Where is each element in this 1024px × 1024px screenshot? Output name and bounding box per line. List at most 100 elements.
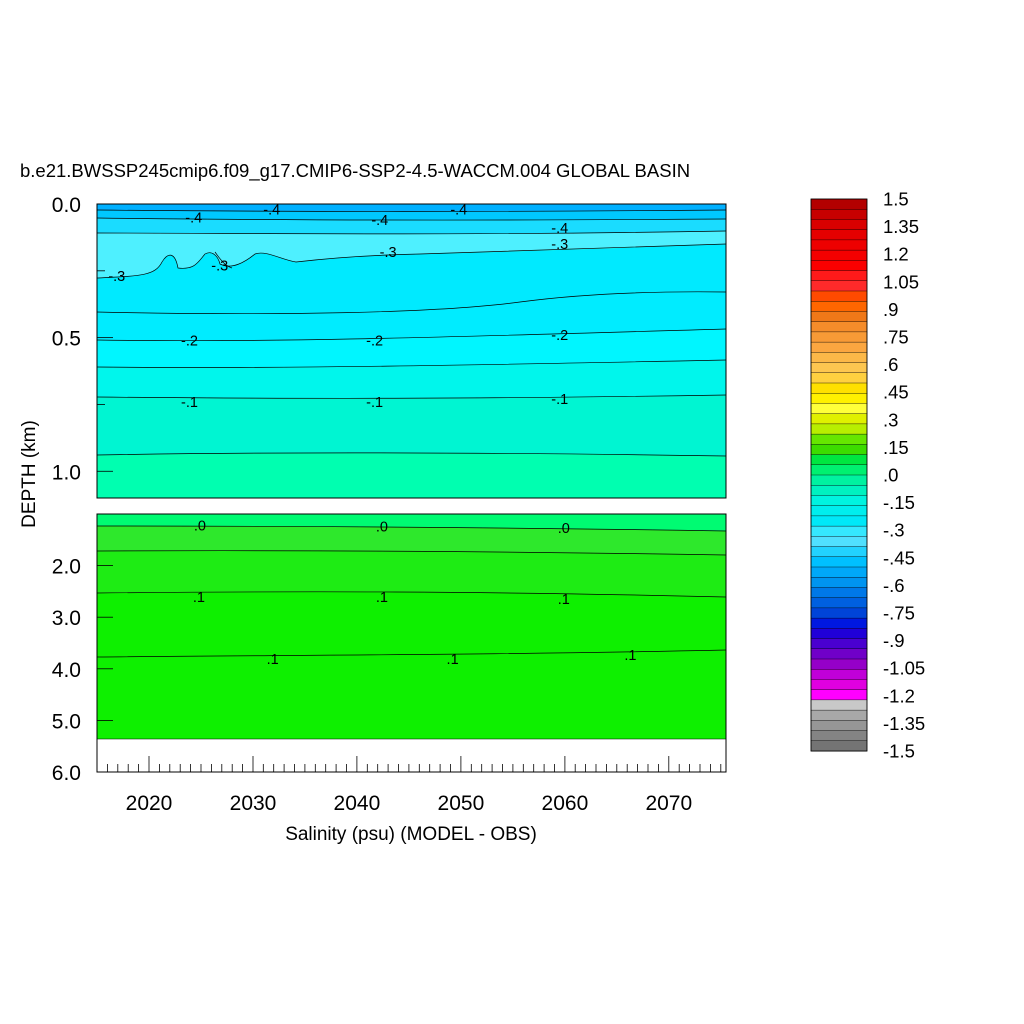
lower-contour-label-2: .0 [558, 521, 570, 537]
colorbar-label-19: -1.35 [883, 713, 925, 734]
colorbar-frame [810, 198, 868, 752]
upper-contour-label-9: -.2 [181, 333, 198, 349]
upper-contour-label-14: -.1 [551, 392, 568, 408]
y-lower-tick-label-0: 2.0 [52, 556, 81, 579]
colorbar-segment [810, 331, 868, 343]
colorbar-segment [810, 495, 868, 507]
y-upper-tick-label-0: 0.0 [52, 194, 81, 217]
colorbar-label-20: -1.5 [883, 741, 915, 762]
colorbar-segment [810, 679, 868, 691]
colorbar-label-17: -1.05 [883, 658, 925, 679]
colorbar-segment [810, 301, 868, 312]
colorbar-segment [810, 556, 868, 568]
colorbar-segment [810, 464, 868, 476]
colorbar-segment [810, 669, 868, 680]
colorbar-segment [810, 720, 868, 732]
upper-contour-label-4: -.4 [551, 221, 568, 237]
lower-contour-label-6: .1 [267, 652, 279, 668]
lower-contour-label-5: .1 [558, 592, 570, 608]
colorbar-label-9: .15 [883, 437, 909, 458]
upper-panel-frame [96, 203, 727, 499]
colorbar-segment [810, 290, 868, 302]
upper-contour-label-10: -.2 [366, 333, 383, 349]
colorbar-label-15: -.75 [883, 603, 915, 624]
colorbar-segment [810, 403, 868, 415]
colorbar-label-7: .45 [883, 382, 909, 403]
colorbar-segment [810, 362, 868, 374]
colorbar-segment [810, 372, 868, 384]
colorbar-segment [810, 311, 868, 323]
colorbar-segment [810, 515, 868, 527]
colorbar-label-14: -.6 [883, 575, 905, 596]
x-axis-label: Salinity (psu) (MODEL - OBS) [285, 824, 537, 845]
upper-contour-label-1: -.4 [263, 202, 280, 218]
x-tick-label-2070: 2070 [645, 792, 692, 815]
colorbar-segment [810, 393, 868, 404]
lower-panel-fill [97, 514, 726, 772]
upper-contour-label-8: -.3 [108, 269, 125, 285]
colorbar-segment [810, 628, 868, 640]
lower-contour-label-1: .0 [376, 519, 388, 535]
colorbar-label-8: .3 [883, 409, 898, 430]
colorbar-segment [810, 740, 868, 752]
colorbar-label-10: .0 [883, 465, 898, 486]
colorbar-segment [810, 709, 868, 721]
upper-contour-label-3: -.4 [450, 202, 467, 218]
upper-contour-label-13: -.1 [366, 395, 383, 411]
y-lower-tick-label-1: 3.0 [52, 607, 81, 630]
colorbar-label-11: -.15 [883, 492, 915, 513]
lower-contour-label-7: .1 [447, 652, 459, 668]
colorbar-segment [810, 474, 868, 486]
colorbar-segment [810, 413, 868, 425]
colorbar-segment [810, 198, 868, 210]
lower-contour-label-8: .1 [624, 648, 636, 664]
colorbar: 1.5 1.35 1.2 1.05 .9 .75 .6 .45 .3 .15 .0 -.15 -.3 -.… [810, 189, 925, 762]
y-lower-tick-label-3: 5.0 [52, 710, 81, 733]
y-upper-tick-label-1: 0.5 [52, 328, 81, 351]
colorbar-segment [810, 617, 868, 629]
colorbar-label-1: 1.35 [883, 216, 919, 237]
colorbar-segment [810, 270, 868, 282]
colorbar-segment [810, 209, 868, 220]
colorbar-segment [810, 658, 868, 670]
upper-contour-label-7: -.3 [211, 259, 228, 275]
colorbar-segment [810, 423, 868, 435]
x-tick-label-2020: 2020 [126, 792, 173, 815]
colorbar-segment [810, 444, 868, 456]
colorbar-segment [810, 525, 868, 537]
colorbar-segment [810, 546, 868, 558]
lower-contour-label-0: .0 [194, 518, 206, 534]
colorbar-segment [810, 587, 868, 599]
colorbar-segment [810, 454, 868, 466]
colorbar-label-12: -.3 [883, 520, 905, 541]
colorbar-segment [810, 382, 868, 394]
y-upper-tick-label-2: 1.0 [52, 461, 81, 484]
colorbar-segment [810, 352, 868, 364]
colorbar-segment [810, 577, 868, 588]
x-tick-label-2050: 2050 [438, 792, 485, 815]
colorbar-segment [810, 505, 868, 517]
upper-contour-label-12: -.1 [181, 395, 198, 411]
colorbar-label-6: .6 [883, 354, 898, 375]
colorbar-label-0: 1.5 [883, 189, 909, 210]
colorbar-label-3: 1.05 [883, 271, 919, 292]
y-lower-tick-label-4: 6.0 [52, 762, 81, 785]
colorbar-label-18: -1.2 [883, 685, 915, 706]
upper-contour-label-11: -.2 [551, 328, 568, 344]
x-tick-label-2040: 2040 [334, 792, 381, 815]
colorbar-segment [810, 566, 868, 578]
colorbar-segment [810, 239, 868, 251]
colorbar-label-16: -.9 [883, 630, 905, 651]
colorbar-segment [810, 260, 868, 272]
colorbar-segment [810, 433, 868, 445]
x-tick-label-2060: 2060 [542, 792, 589, 815]
colorbar-segment [810, 249, 868, 261]
colorbar-label-13: -.45 [883, 547, 915, 568]
y-axis-label: DEPTH (km) [19, 420, 40, 528]
x-tick-label-2030: 2030 [230, 792, 277, 815]
colorbar-label-4: .9 [883, 299, 898, 320]
colorbar-segment [810, 638, 868, 650]
colorbar-segment [810, 341, 868, 353]
upper-contour-label-0: -.4 [185, 210, 202, 226]
